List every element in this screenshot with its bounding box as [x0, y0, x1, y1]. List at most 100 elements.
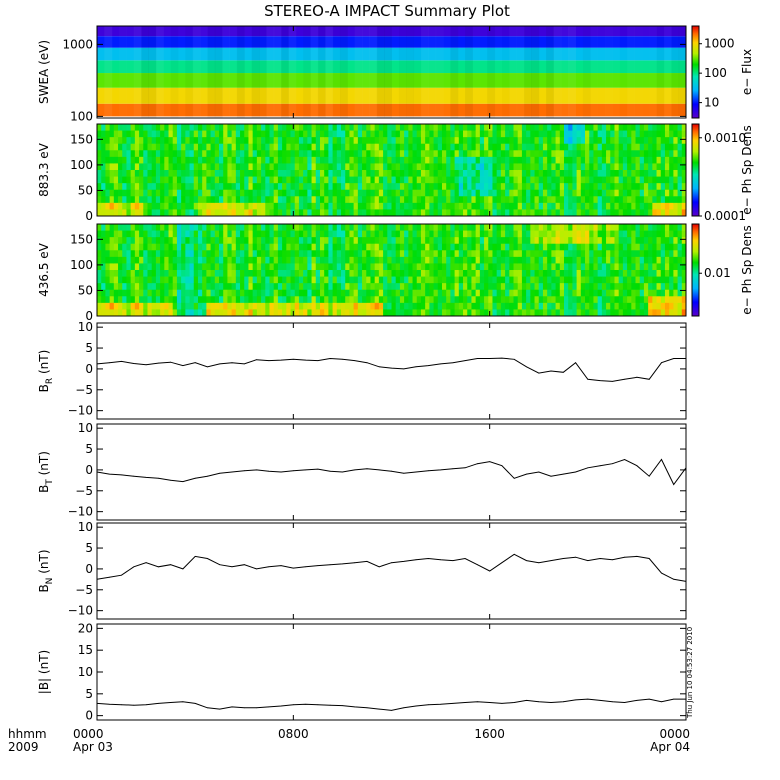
- heatmap-cell: [231, 183, 237, 191]
- heatmap-cell: [412, 202, 418, 210]
- heatmap-cell: [471, 137, 477, 145]
- heatmap-cell: [585, 263, 590, 271]
- heatmap-cell: [248, 170, 254, 177]
- heatmap-cell: [269, 124, 275, 131]
- heatmap-cell: [130, 163, 136, 171]
- heatmap-cell: [362, 176, 367, 184]
- heatmap-cell: [362, 224, 367, 231]
- heatmap-cell: [648, 309, 653, 317]
- heatmap-cell: [534, 130, 540, 138]
- heatmap-cell: [496, 224, 502, 231]
- heatmap-cell: [551, 137, 556, 145]
- heatmap-cell: [517, 209, 523, 217]
- heatmap-cell: [597, 143, 603, 151]
- heatmap-cell: [122, 124, 127, 131]
- heatmap-cell: [160, 296, 165, 304]
- heatmap-cell: [97, 163, 102, 171]
- heatmap-cell: [391, 196, 397, 204]
- heatmap-cell: [113, 130, 119, 138]
- heatmap-cell: [143, 124, 148, 131]
- heatmap-cell: [420, 170, 426, 177]
- heatmap-cell: [399, 243, 405, 251]
- heatmap-cell: [534, 163, 540, 171]
- heatmap-cell: [370, 209, 376, 217]
- heatmap-cell: [643, 189, 649, 197]
- heatmap-cell: [269, 237, 275, 245]
- heatmap-cell: [538, 230, 544, 238]
- heatmap-cell: [202, 124, 207, 131]
- heatmap-cell: [134, 237, 140, 245]
- heatmap-cell: [303, 189, 308, 197]
- heatmap-cell: [256, 176, 262, 184]
- heatmap-cell: [652, 243, 657, 251]
- heatmap-cell: [248, 130, 254, 138]
- heatmap-cell: [336, 196, 342, 204]
- heatmap-cell: [113, 196, 119, 204]
- series-line-br: [96, 357, 686, 382]
- heatmap-cell: [235, 156, 241, 164]
- heatmap-cell: [416, 270, 422, 277]
- heatmap-cell: [269, 283, 275, 291]
- heatmap-cell: [433, 176, 439, 184]
- heatmap-cell: [113, 202, 119, 210]
- heatmap-cell: [282, 183, 287, 191]
- data-point: [391, 562, 392, 564]
- heatmap-cell: [664, 176, 670, 184]
- heatmap-cell: [160, 230, 165, 238]
- heatmap-cell: [521, 289, 527, 297]
- heatmap-cell: [505, 170, 510, 177]
- heatmap-cell: [500, 202, 506, 210]
- heatmap-cell: [656, 296, 662, 304]
- heatmap-cell: [538, 209, 544, 217]
- heatmap-cell: [315, 202, 321, 210]
- heatmap-cell: [155, 189, 161, 197]
- heatmap-cell: [341, 170, 346, 177]
- heatmap-cell: [399, 309, 405, 317]
- heatmap-cell: [202, 302, 207, 310]
- heatmap-cell: [277, 224, 283, 231]
- heatmap-cell: [374, 189, 380, 197]
- heatmap-cell: [307, 230, 312, 238]
- y-tick-label: 0: [85, 562, 93, 576]
- heatmap-cell: [197, 237, 203, 245]
- heatmap-cell: [97, 124, 102, 131]
- heatmap-cell: [681, 183, 687, 191]
- heatmap-cell: [387, 143, 392, 151]
- heatmap-cell: [441, 237, 447, 245]
- data-point: [133, 363, 135, 364]
- heatmap-cell: [420, 202, 426, 210]
- heatmap-cell: [643, 176, 649, 184]
- heatmap-cell: [547, 183, 552, 191]
- heatmap-cell: [269, 309, 275, 317]
- heatmap-cell: [585, 250, 590, 258]
- heatmap-cell: [227, 124, 233, 131]
- heatmap-cell: [559, 302, 565, 310]
- heatmap-cell: [155, 250, 161, 258]
- heatmap-cell: [458, 170, 464, 177]
- heatmap-cell: [610, 230, 615, 238]
- heatmap-cell: [383, 209, 388, 217]
- heatmap-cell: [652, 270, 657, 277]
- heatmap-cell: [488, 124, 493, 131]
- heatmap-cell: [261, 296, 266, 304]
- heatmap-cell: [172, 270, 178, 277]
- heatmap-cell: [374, 163, 380, 171]
- heatmap-cell: [597, 237, 603, 245]
- heatmap-cell: [143, 302, 148, 310]
- heatmap-cell: [362, 250, 367, 258]
- heatmap-cell: [383, 263, 388, 271]
- heatmap-cell: [509, 183, 514, 191]
- heatmap-cell: [219, 163, 224, 171]
- data-point: [575, 362, 576, 364]
- heatmap-cell: [673, 156, 678, 164]
- heatmap-cell: [648, 209, 653, 217]
- heatmap-cell: [210, 243, 216, 251]
- heatmap-texture: [420, 26, 429, 118]
- heatmap-cell: [307, 183, 312, 191]
- heatmap-cell: [193, 270, 199, 277]
- heatmap-cell: [261, 263, 266, 271]
- heatmap-cell: [664, 250, 670, 258]
- heatmap-texture: [495, 26, 503, 118]
- heatmap-cell: [109, 256, 115, 264]
- heatmap-cell: [660, 256, 666, 264]
